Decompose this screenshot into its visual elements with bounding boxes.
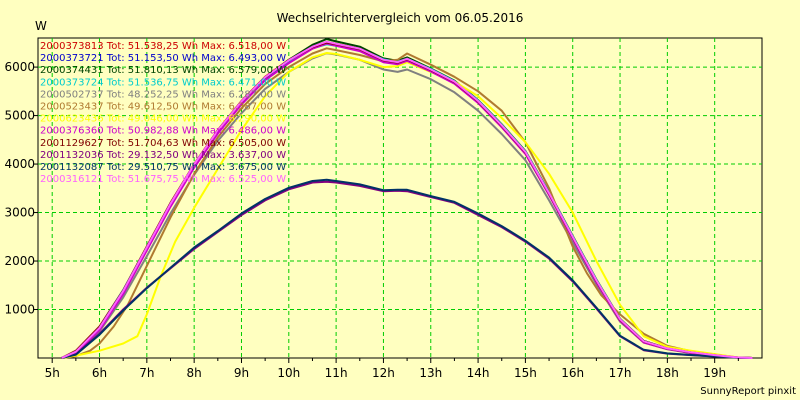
- legend-series-name: 2000373721: [40, 53, 104, 64]
- legend-series-stats: Tot: 51.704,63 Wh Max: 6.505,00 W: [104, 138, 287, 149]
- y-tick-label: 1000: [4, 303, 35, 317]
- legend-series-name: 2001132087: [40, 162, 104, 173]
- legend-series-stats: Tot: 51.153,50 Wh Max: 6.493,00 W: [104, 53, 287, 64]
- x-tick-label: 7h: [139, 366, 154, 380]
- x-tick-label: 9h: [234, 366, 249, 380]
- legend-series-name: 2000373813: [40, 41, 104, 52]
- legend-entry-2000374431: 2000374431 Tot: 51.810,13 Wh Max: 6.579,…: [40, 65, 286, 76]
- legend-series-stats: Tot: 29.132,50 Wh Max: 3.637,00 W: [104, 150, 287, 161]
- legend-series-stats: Tot: 48.252,25 Wh Max: 6.287,00 W: [104, 89, 287, 100]
- x-tick-label: 5h: [45, 366, 60, 380]
- x-tick-label: 19h: [703, 366, 726, 380]
- y-tick-label: 3000: [4, 206, 35, 220]
- plot-area: [37, 37, 763, 359]
- x-tick-label: 12h: [372, 366, 395, 380]
- legend-entry-2000373721: 2000373721 Tot: 51.153,50 Wh Max: 6.493,…: [40, 53, 286, 64]
- y-tick-label: 6000: [4, 60, 35, 74]
- x-tick-label: 17h: [609, 366, 632, 380]
- legend-series-name: 2000623436: [40, 114, 104, 125]
- series-line-2001132087: [61, 178, 753, 359]
- legend: 2000373813 Tot: 51.538,25 Wh Max: 6.518,…: [40, 41, 286, 185]
- legend-series-name: 2000502737: [40, 89, 104, 100]
- x-tick-label: 15h: [514, 366, 537, 380]
- legend-series-stats: Tot: 49.612,50 Wh Max: 6.387,00 W: [104, 102, 287, 113]
- legend-series-stats: Tot: 49.046,00 Wh Max: 6.290,00 W: [104, 114, 287, 125]
- y-tick-label: 2000: [4, 254, 35, 268]
- legend-series-name: 2001129627: [40, 138, 104, 149]
- legend-entry-2000523437: 2000523437 Tot: 49.612,50 Wh Max: 6.387,…: [40, 102, 286, 113]
- series-layer: [61, 38, 753, 359]
- legend-series-stats: Tot: 51.675,75 Wh Max: 6.525,00 W: [104, 174, 287, 185]
- legend-entry-2001129627: 2001129627 Tot: 51.704,63 Wh Max: 6.505,…: [40, 138, 286, 149]
- legend-entry-2000376360: 2000376360 Tot: 50.982,88 Wh Max: 6.486,…: [40, 126, 286, 137]
- legend-series-name: 2001132036: [40, 150, 104, 161]
- series-line-2000316121: [61, 40, 753, 359]
- x-tick-label: 16h: [561, 366, 584, 380]
- footer-credit: SunnyReport pinxit: [700, 386, 796, 397]
- legend-series-stats: Tot: 29.510,75 Wh Max: 3.675,00 W: [104, 162, 287, 173]
- y-tick-label: 4000: [4, 157, 35, 171]
- legend-series-name: 2000373724: [40, 77, 104, 88]
- x-tick-label: 8h: [187, 366, 202, 380]
- x-tick-label: 14h: [467, 366, 490, 380]
- legend-entry-2001132087: 2001132087 Tot: 29.510,75 Wh Max: 3.675,…: [40, 162, 286, 173]
- legend-series-stats: Tot: 50.982,88 Wh Max: 6.486,00 W: [104, 126, 287, 137]
- axis-ticks: 5h 6h 7h 8h 9h 10h 11h 12h 13h 14h 15h 16h 17h 18h 19h…: [4, 60, 739, 380]
- x-tick-label: 11h: [325, 366, 348, 380]
- series-line-2000623436: [61, 52, 753, 359]
- legend-entry-2000623436: 2000623436 Tot: 49.046,00 Wh Max: 6.290,…: [40, 114, 286, 125]
- x-tick-label: 13h: [419, 366, 442, 380]
- legend-series-stats: Tot: 51.538,25 Wh Max: 6.518,00 W: [104, 41, 287, 52]
- legend-series-name: 2000523437: [40, 102, 104, 113]
- y-axis-label: W: [35, 19, 47, 33]
- legend-entry-2000373813: 2000373813 Tot: 51.538,25 Wh Max: 6.518,…: [40, 41, 286, 52]
- y-tick-label: 5000: [4, 109, 35, 123]
- chart-title: Wechselrichtervergleich vom 06.05.2016: [277, 11, 524, 25]
- x-tick-label: 10h: [277, 366, 300, 380]
- legend-series-name: 2000376360: [40, 126, 104, 137]
- grid-lines: [38, 38, 762, 358]
- legend-series-name: 2000374431: [40, 65, 104, 76]
- legend-entry-2000373724: 2000373724 Tot: 51.536,75 Wh Max: 6.471,…: [40, 77, 286, 88]
- legend-series-stats: Tot: 51.810,13 Wh Max: 6.579,00 W: [104, 65, 287, 76]
- legend-entry-2001132036: 2001132036 Tot: 29.132,50 Wh Max: 3.637,…: [40, 150, 286, 161]
- legend-entry-2000502737: 2000502737 Tot: 48.252,25 Wh Max: 6.287,…: [40, 89, 286, 100]
- legend-series-stats: Tot: 51.536,75 Wh Max: 6.471,00 W: [104, 77, 287, 88]
- x-tick-label: 6h: [92, 366, 107, 380]
- legend-series-name: 2000316121: [40, 174, 104, 185]
- legend-entry-2000316121: 2000316121 Tot: 51.675,75 Wh Max: 6.525,…: [40, 174, 286, 185]
- x-tick-label: 18h: [656, 366, 679, 380]
